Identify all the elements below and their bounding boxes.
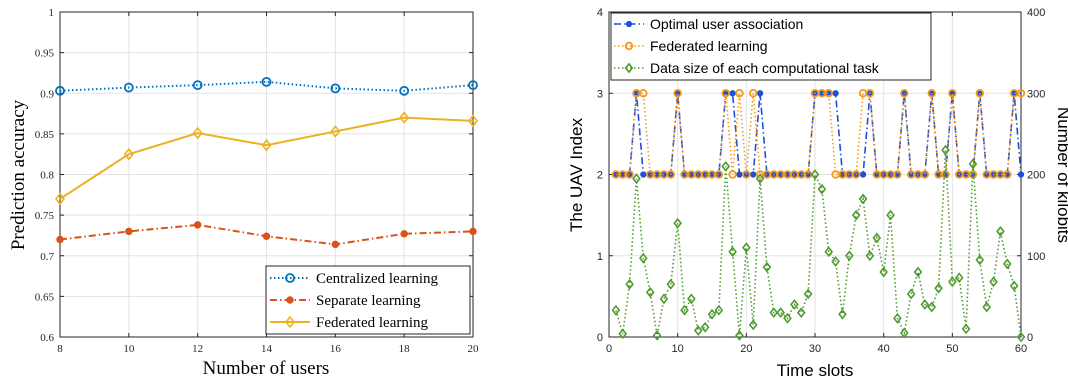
uav-series-2-point: [750, 321, 757, 329]
uav-series-0-point: [757, 91, 762, 96]
uav-series-2-point: [702, 323, 709, 331]
uav-series-2-point: [661, 295, 668, 303]
uav-series-2-point: [654, 331, 661, 339]
accuracy-chart-xlabel: Number of users: [203, 358, 330, 379]
uav-series-2-point: [736, 331, 743, 339]
uav-ytick-label: 2: [597, 170, 603, 182]
uav-xtick-label: 40: [878, 343, 890, 355]
uav-series-2-point: [798, 309, 805, 317]
accuracy-ytick-label: 0.95: [35, 48, 55, 60]
accuracy-xtick-label: 20: [468, 343, 480, 355]
accuracy-ytick-label: 0.65: [35, 291, 55, 303]
accuracy-xtick-label: 8: [57, 343, 63, 355]
uav-series-0-point: [751, 172, 756, 177]
uav-xtick-label: 50: [946, 343, 958, 355]
accuracy-ytick-label: 0.7: [40, 251, 54, 263]
uav-series-2-point: [983, 303, 990, 311]
uav-ytick-label-right: 300: [1027, 88, 1045, 100]
accuracy-chart: 8 10 12 14 16 18 20 0.6 0.65 0.7 0.75 0.8 0.85 0.9 0.9…: [8, 7, 479, 379]
uav-ytick-label-right: 400: [1027, 7, 1045, 19]
accuracy-legend-label: Separate learning: [316, 293, 421, 309]
uav-series-0-point: [860, 172, 865, 177]
uav-series-2-point: [764, 263, 771, 271]
uav-chart-legend: Optimal user association Federated learni…: [611, 13, 931, 80]
uav-series-2-point: [915, 268, 922, 276]
accuracy-legend-label: Centralized learning: [316, 271, 439, 287]
accuracy-series-1-point: [332, 241, 338, 247]
accuracy-xtick-label: 10: [123, 343, 135, 355]
uav-series-0-point: [730, 91, 735, 96]
uav-chart-xlabel: Time slots: [777, 361, 854, 380]
uav-series-2-point: [956, 274, 963, 282]
uav-series-1: [613, 90, 1025, 178]
uav-ytick-label: 1: [597, 251, 603, 263]
uav-ytick-label-right: 200: [1027, 170, 1045, 182]
accuracy-series-1-point: [263, 233, 269, 239]
uav-series-0-point: [737, 172, 742, 177]
uav-ytick-label-right: 100: [1027, 251, 1045, 263]
uav-series-2-point: [997, 227, 1004, 235]
uav-legend-label: Optimal user association: [650, 16, 803, 32]
uav-xtick-label: 30: [809, 343, 821, 355]
uav-series-0-point: [833, 91, 838, 96]
uav-series-1-line: [616, 93, 1021, 174]
uav-ytick-label: 3: [597, 88, 603, 100]
uav-series-2-point: [695, 326, 702, 334]
accuracy-chart-legend: Centralized learning Separate learning Fed…: [266, 266, 470, 334]
uav-series-2-point: [647, 288, 654, 296]
accuracy-ytick-label: 0.9: [40, 88, 54, 100]
uav-series-0-point: [641, 172, 646, 177]
accuracy-series-1-point: [57, 236, 63, 242]
uav-series-2-point: [935, 284, 942, 292]
accuracy-chart-ylabel: Prediction accuracy: [8, 99, 29, 250]
uav-series-2-point: [1011, 282, 1018, 290]
accuracy-ytick-label: 1: [49, 7, 55, 19]
uav-series-2-point: [777, 309, 784, 317]
uav-xtick-label: 20: [740, 343, 752, 355]
uav-series-2-point: [853, 211, 860, 219]
uav-legend-label: Data size of each computational task: [650, 60, 880, 76]
uav-series-2-point: [928, 303, 935, 311]
accuracy-xtick-label: 12: [192, 343, 203, 355]
uav-series-2-point: [729, 248, 736, 256]
accuracy-legend-label: Federated learning: [316, 315, 429, 331]
accuracy-xtick-label: 16: [330, 343, 342, 355]
accuracy-legend-marker: [287, 297, 293, 303]
accuracy-xtick-label: 18: [399, 343, 411, 355]
uav-series-2-point: [839, 310, 846, 318]
accuracy-series-1-point: [401, 231, 407, 237]
uav-legend-marker: [626, 21, 631, 26]
uav-series-2-point: [688, 295, 695, 303]
uav-series-2-point: [819, 185, 826, 193]
uav-chart-ylabel: The UAV Index: [567, 117, 586, 232]
accuracy-series-1-point: [126, 228, 132, 234]
uav-xtick-label: 60: [1015, 343, 1027, 355]
accuracy-ytick-label: 0.8: [40, 170, 54, 182]
uav-series-0-point: [1018, 172, 1023, 177]
uav-ytick-label-right: 0: [1027, 332, 1033, 344]
uav-chart-ylabel-right: Number of kilobits: [1054, 107, 1068, 243]
uav-chart-series: [613, 90, 1025, 341]
accuracy-ytick-label: 0.6: [40, 332, 54, 344]
accuracy-xtick-label: 14: [261, 343, 273, 355]
uav-series-2-point: [805, 290, 812, 298]
accuracy-series-1-point: [194, 222, 200, 228]
uav-xtick-label: 10: [672, 343, 684, 355]
accuracy-series-1-point: [470, 228, 476, 234]
uav-series-2-point: [626, 280, 633, 288]
accuracy-ytick-label: 0.75: [35, 210, 55, 222]
uav-series-0-line: [616, 93, 1021, 174]
uav-series-2-point: [977, 256, 984, 264]
uav-ytick-label: 4: [597, 7, 603, 19]
uav-ytick-label: 0: [597, 332, 603, 344]
uav-series-2-point: [970, 160, 977, 168]
accuracy-ytick-label: 0.85: [35, 129, 55, 141]
uav-legend-label: Federated learning: [650, 38, 768, 54]
uav-xtick-label: 0: [606, 343, 612, 355]
